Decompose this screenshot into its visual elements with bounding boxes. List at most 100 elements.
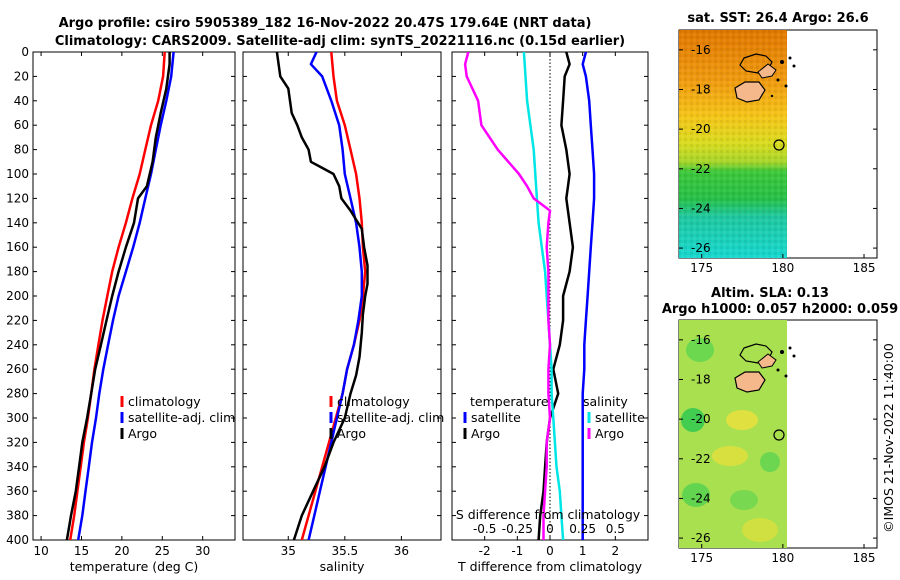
sla-map-title-1: Altim. SLA: 0.13 <box>711 286 829 301</box>
y-tick-label: 80 <box>14 143 29 157</box>
salinity-axes-box <box>242 51 442 541</box>
x-tick-label: 10 <box>33 544 48 558</box>
title-line-2: Climatology: CARS2009. Satellite-adj cli… <box>55 34 625 49</box>
map-y-tick-label: -20 <box>691 412 711 426</box>
s-diff-tick-label: -0.5 <box>473 522 496 536</box>
legend-satellite-label: satellite-adj. clim <box>128 410 235 425</box>
map-y-tick-label: -26 <box>691 531 711 545</box>
sla-islands <box>734 343 796 393</box>
map-y-tick-label: -20 <box>691 122 711 136</box>
x-tick-label: 36 <box>394 544 409 558</box>
copyright-text: ©IMOS 21-Nov-2022 11:40:00 <box>881 343 896 533</box>
map-x-tick-label: 185 <box>853 551 876 565</box>
map-y-tick-label: -24 <box>691 491 711 505</box>
legend-s-satellite-label: satellite <box>595 410 645 425</box>
series-s-satellite <box>522 52 565 540</box>
x-tick-label: 25 <box>155 544 170 558</box>
legend-salinity-title: salinity <box>583 394 628 409</box>
series-climatology <box>68 52 166 540</box>
y-tick-label: 140 <box>6 216 29 230</box>
map-y-tick-label: -26 <box>691 241 711 255</box>
series-s-argo <box>463 52 552 540</box>
legend-climatology-label: climatology <box>128 394 201 409</box>
difference-x-label: T difference from climatology <box>457 559 643 574</box>
legend-argo-label: Argo <box>128 426 157 441</box>
sla-map-ticks: 175 180 185 -16 -18 -20 -22 -24 -26 <box>679 333 877 565</box>
series-t-satellite <box>581 52 596 540</box>
sst-argo-marker <box>773 139 785 151</box>
difference-panel: -2 -1 0 1 2 T difference from climatology S … <box>451 51 649 574</box>
map-y-tick-label: -24 <box>691 201 711 215</box>
map-y-tick-label: -18 <box>691 82 711 96</box>
map-y-tick-label: -22 <box>691 452 711 466</box>
difference-series <box>463 52 596 540</box>
salinity-series <box>275 52 369 540</box>
series-argo <box>275 52 369 540</box>
sla-field-blobs <box>681 338 780 542</box>
y-tick-label: 60 <box>14 118 29 132</box>
s-diff-tick-label: 0.5 <box>606 522 625 536</box>
x-tick-label: 35.5 <box>331 544 358 558</box>
s-diff-tick-label: -0.25 <box>502 522 533 536</box>
x-tick-label: -1 <box>511 544 523 558</box>
x-tick-label: 20 <box>114 544 129 558</box>
map-x-tick-label: 180 <box>771 261 794 275</box>
difference-y-ticks <box>452 51 648 541</box>
map-y-tick-label: -18 <box>691 372 711 386</box>
sla-argo-marker <box>773 429 785 441</box>
legend-s-argo-label: Argo <box>595 426 624 441</box>
legend-argo-label-2: Argo <box>337 426 366 441</box>
x-tick-label: 2 <box>612 544 620 558</box>
legend-t-satellite-label: satellite <box>471 410 521 425</box>
y-tick-label: 380 <box>6 509 29 523</box>
sla-map-title-2: Argo h1000: 0.057 h2000: 0.059 <box>662 302 898 317</box>
y-tick-label: 100 <box>6 167 29 181</box>
temperature-x-label: temperature (deg C) <box>70 559 199 574</box>
legend-temperature-title: temperature <box>470 394 549 409</box>
y-tick-label: 120 <box>6 191 29 205</box>
salinity-legend: climatology satellite-adj. clim Argo <box>329 394 444 441</box>
temperature-legend: climatology satellite-adj. clim Argo <box>120 394 235 441</box>
y-tick-label: 220 <box>6 313 29 327</box>
y-tick-label: 360 <box>6 484 29 498</box>
y-tick-label: 320 <box>6 435 29 449</box>
x-tick-label: 1 <box>579 544 587 558</box>
y-tick-label: 400 <box>6 533 29 547</box>
temperature-axes-box <box>32 51 236 541</box>
s-diff-tick-label: 0 <box>546 522 554 536</box>
y-tick-label: 20 <box>14 69 29 83</box>
salinity-x-label: salinity <box>320 559 365 574</box>
y-tick-label: 160 <box>6 240 29 254</box>
salinity-difference-ticks: -0.5 -0.25 0 0.25 0.5 <box>473 522 625 536</box>
title-line-1: Argo profile: csiro 5905389_182 16-Nov-2… <box>59 16 592 31</box>
temperature-y-ticks: 0 20 40 60 80 100 120 140 160 180 200 220 240 260 280 3… <box>6 45 235 547</box>
map-y-tick-label: -16 <box>691 43 711 57</box>
map-x-tick-label: 185 <box>853 261 876 275</box>
y-tick-label: 260 <box>6 362 29 376</box>
series-satellite-adj-clim <box>76 52 175 540</box>
sst-map-panel: sat. SST: 26.4 Argo: 26.6 175 180 185 -16 -1… <box>678 11 878 275</box>
map-x-tick-label: 180 <box>771 551 794 565</box>
difference-legend: temperature satellite Argo salinity sate… <box>463 394 645 441</box>
y-tick-label: 240 <box>6 338 29 352</box>
x-tick-label: -2 <box>479 544 491 558</box>
map-x-tick-label: 175 <box>690 261 713 275</box>
map-y-tick-label: -22 <box>691 162 711 176</box>
series-argo <box>65 52 171 540</box>
salinity-panel: 35 35.5 36 salinity climatology satellite-… <box>242 51 444 574</box>
x-tick-label: 0 <box>546 544 554 558</box>
y-tick-label: 40 <box>14 94 29 108</box>
map-x-tick-label: 175 <box>690 551 713 565</box>
y-tick-label: 200 <box>6 289 29 303</box>
y-tick-label: 0 <box>21 45 29 59</box>
salinity-x-ticks: 35 35.5 36 <box>281 52 409 558</box>
y-tick-label: 340 <box>6 460 29 474</box>
difference-x-ticks: -2 -1 0 1 2 <box>479 52 619 558</box>
salinity-y-ticks <box>243 51 441 541</box>
sst-islands <box>734 53 796 103</box>
y-tick-label: 280 <box>6 387 29 401</box>
sst-map-title: sat. SST: 26.4 Argo: 26.6 <box>687 11 868 26</box>
y-tick-label: 180 <box>6 265 29 279</box>
x-tick-label: 35 <box>281 544 296 558</box>
